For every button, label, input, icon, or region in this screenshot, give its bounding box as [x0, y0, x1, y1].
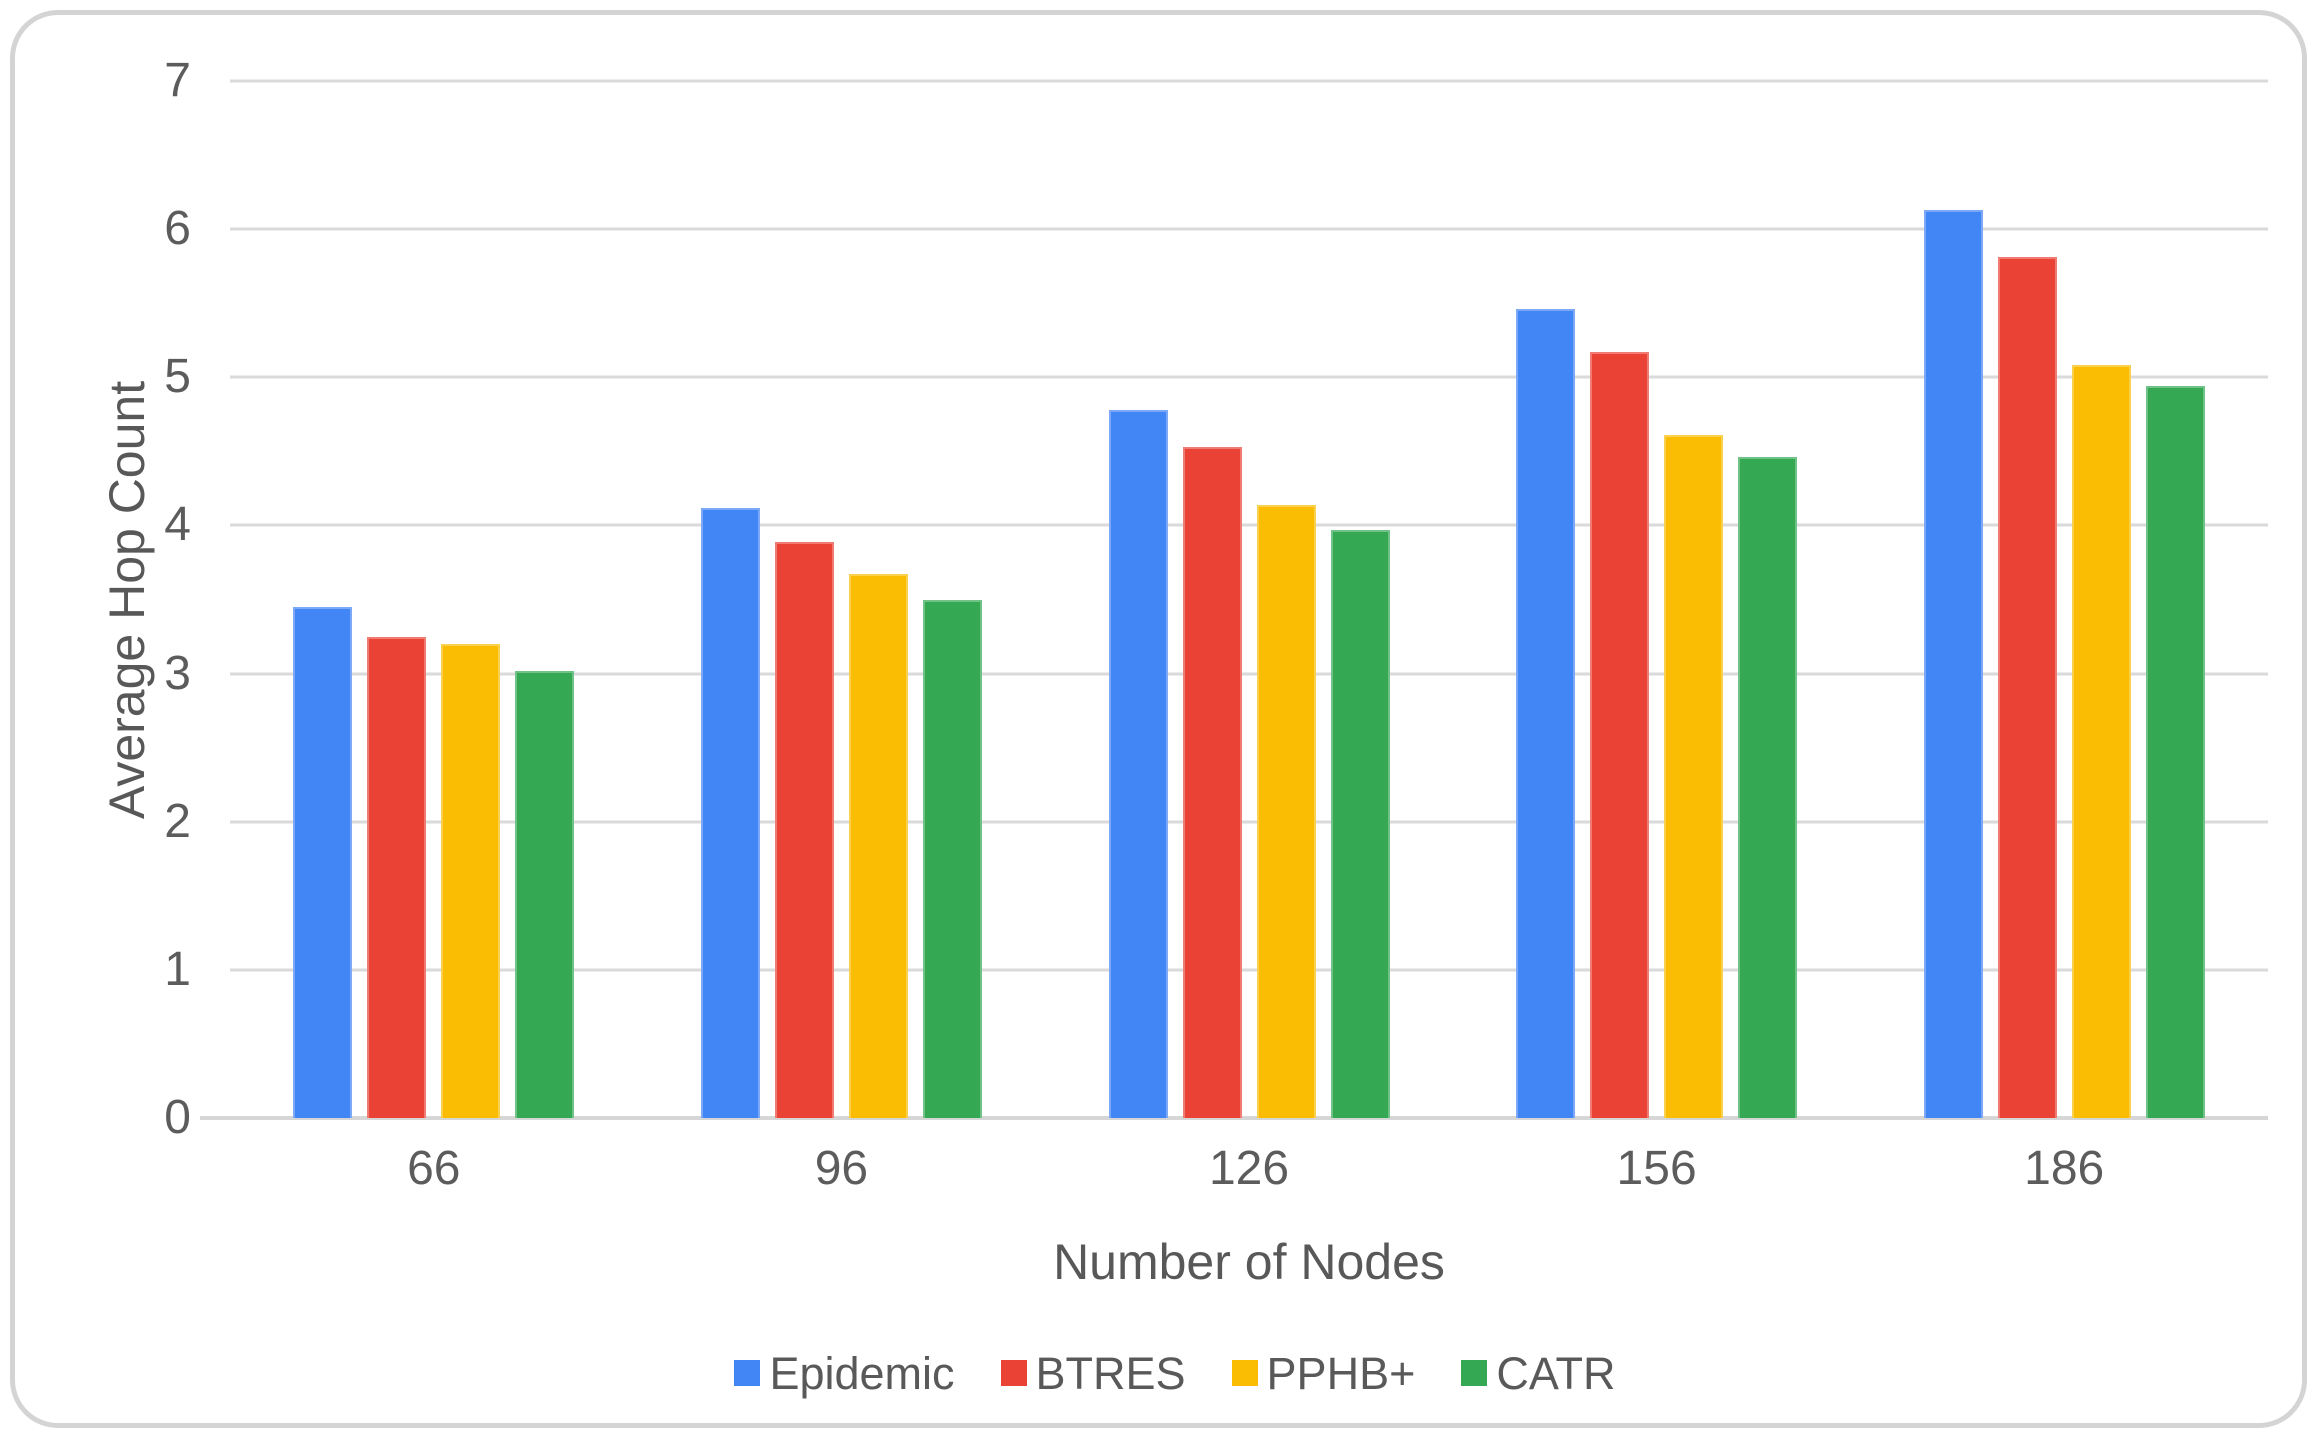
bar-btres-96 — [774, 541, 834, 1118]
x-axis-tick-label-96: 96 — [814, 1142, 869, 1195]
gridline-y-6 — [230, 227, 2268, 231]
bar-pphb-186 — [2071, 365, 2131, 1118]
y-axis-tick-label-5: 5 — [164, 350, 191, 404]
bar-btres-156 — [1590, 352, 1650, 1118]
bar-pphb-66 — [441, 643, 501, 1118]
x-axis-tick-label-186: 186 — [2024, 1142, 2105, 1195]
gridline-y-5 — [230, 375, 2268, 379]
bar-btres-66 — [367, 636, 427, 1118]
gridline-y-4 — [230, 523, 2268, 527]
bar-pphb-156 — [1664, 435, 1724, 1118]
x-axis-tick-labels: 66 96 126 156 186 — [230, 1145, 2268, 1205]
y-axis-tick-label-7: 7 — [164, 54, 191, 107]
legend: Epidemic BTRES PPHB+ CATR — [15, 1343, 2320, 1403]
x-axis-line — [200, 1116, 2268, 1120]
x-axis-tick-label-66: 66 — [407, 1142, 461, 1195]
bar-epidemic-186 — [1923, 209, 1983, 1118]
bar-epidemic-66 — [293, 606, 353, 1118]
legend-color-swatch-pphb — [1231, 1360, 1258, 1386]
plot-area — [200, 79, 2268, 1120]
bar-catr-126 — [1330, 529, 1390, 1118]
legend-label-pphb: PPHB+ — [1266, 1347, 1416, 1399]
y-axis-tick-label-0: 0 — [164, 1091, 191, 1144]
bar-pphb-126 — [1256, 504, 1316, 1118]
y-axis-tick-label-2: 2 — [164, 794, 191, 848]
legend-color-swatch-catr — [1461, 1360, 1488, 1386]
bar-epidemic-126 — [1108, 409, 1168, 1118]
legend-item-btres: BTRES — [1000, 1347, 1186, 1399]
y-axis-title: Average Hop Count — [99, 380, 155, 820]
legend-label-catr: CATR — [1496, 1347, 1616, 1399]
y-axis-tick-label-4: 4 — [164, 498, 191, 552]
gridline-y-3 — [230, 672, 2268, 676]
bar-epidemic-96 — [700, 507, 760, 1118]
chart-card: 0 1 2 3 4 5 6 7 66 96 126 156 186 Average Hop Count… — [10, 10, 2307, 1428]
legend-item-pphb: PPHB+ — [1231, 1347, 1416, 1399]
legend-label-epidemic: Epidemic — [769, 1347, 955, 1399]
bar-catr-66 — [515, 670, 575, 1118]
legend-color-swatch-epidemic — [734, 1360, 761, 1386]
bar-catr-186 — [2145, 386, 2205, 1118]
gridline-y-2 — [230, 820, 2268, 824]
bar-btres-186 — [1997, 257, 2057, 1118]
legend-label-btres: BTRES — [1035, 1347, 1186, 1399]
x-axis-title: Number of Nodes — [1053, 1234, 1445, 1290]
y-axis-tick-labels: 0 1 2 3 4 5 6 7 — [15, 57, 191, 1142]
bar-btres-126 — [1182, 446, 1242, 1118]
gridline-y-1 — [230, 968, 2268, 972]
bar-epidemic-156 — [1516, 309, 1576, 1118]
x-axis-tick-label-156: 156 — [1616, 1142, 1697, 1195]
legend-item-catr: CATR — [1461, 1347, 1616, 1399]
bar-catr-156 — [1738, 457, 1798, 1118]
x-axis-tick-label-126: 126 — [1208, 1142, 1290, 1195]
y-axis-tick-label-1: 1 — [164, 942, 191, 996]
y-axis-tick-label-6: 6 — [164, 202, 191, 256]
gridline-y-7 — [230, 79, 2268, 83]
bar-catr-96 — [922, 599, 982, 1118]
y-axis-tick-label-3: 3 — [164, 646, 191, 700]
legend-color-swatch-btres — [1000, 1360, 1027, 1386]
legend-item-epidemic: Epidemic — [734, 1347, 955, 1399]
bar-pphb-96 — [848, 574, 908, 1118]
